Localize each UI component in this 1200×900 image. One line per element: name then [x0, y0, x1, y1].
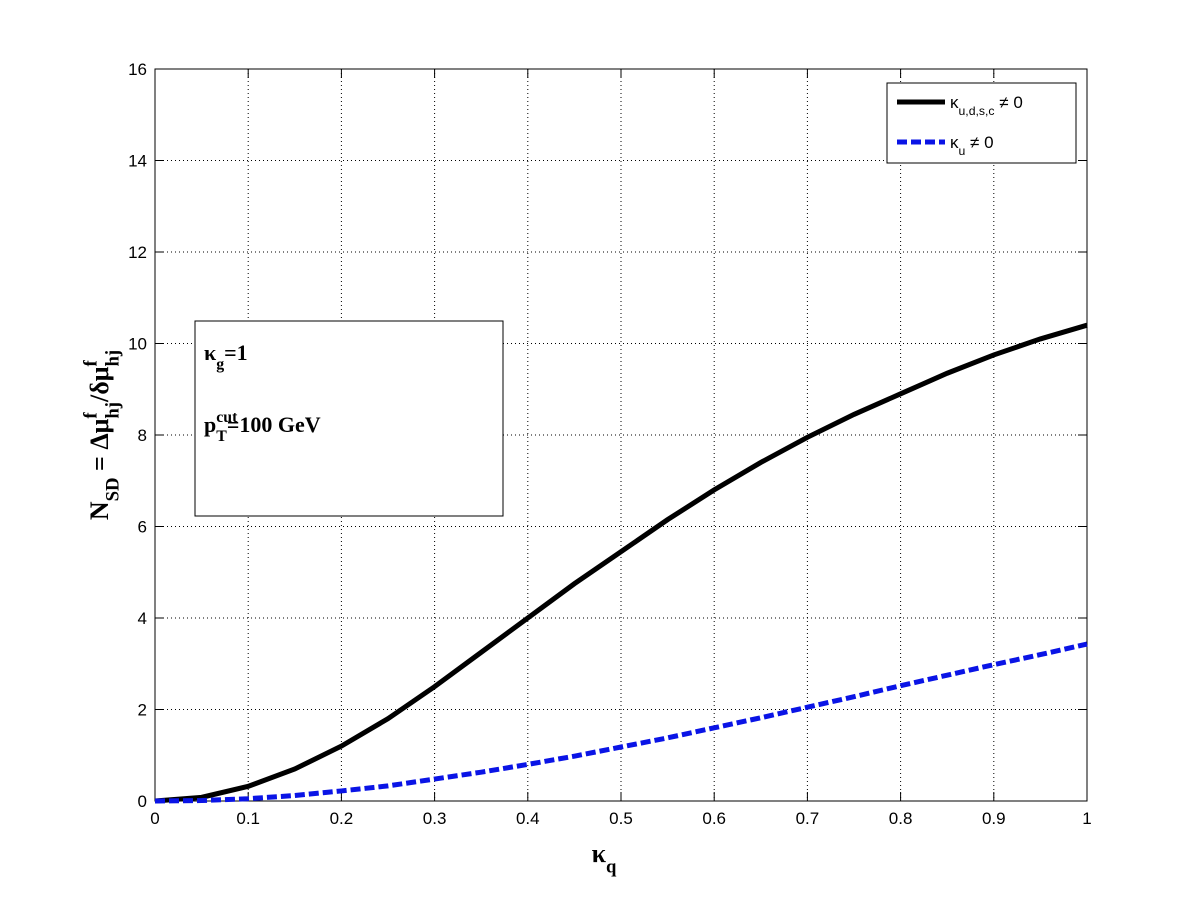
y-tick-label: 0 — [138, 792, 147, 811]
legend-label: κu ≠ 0 — [950, 133, 994, 158]
y-tick-label: 14 — [128, 152, 147, 171]
text-part: ≠ 0 — [965, 133, 993, 152]
annotation: pcut T=100 GeV — [204, 409, 321, 445]
axes-box — [154, 68, 1088, 802]
text-part: hj — [102, 350, 123, 367]
text-part: u — [959, 144, 966, 158]
text-part: q — [606, 856, 617, 877]
text-part: cut — [216, 409, 238, 426]
series-line — [154, 322, 1088, 804]
annotation-box — [194, 320, 504, 517]
y-tick-label: 8 — [138, 426, 147, 445]
x-tick-label: 0 — [150, 809, 159, 828]
y-tick-label: 16 — [128, 60, 147, 79]
series-line — [154, 641, 1088, 804]
text-part: T — [216, 428, 227, 445]
y-tick-label: 6 — [138, 518, 147, 537]
y-tick-label: 4 — [138, 609, 147, 628]
y-tick-label: 10 — [128, 335, 147, 354]
y-tick-label: 2 — [138, 701, 147, 720]
text-part: g — [216, 356, 224, 373]
legend-label: κu,d,s,c ≠ 0 — [950, 93, 1023, 118]
text-part: =1 — [224, 340, 248, 365]
text-part: hj — [102, 402, 123, 419]
text-part: = Δμ — [85, 418, 114, 477]
x-axis-label: κq — [592, 839, 617, 877]
text-part: u,d,s,c — [959, 104, 995, 118]
text-part: κ — [950, 93, 959, 112]
x-tick-label: 0.4 — [516, 809, 540, 828]
text-part: κ — [950, 133, 959, 152]
text-part: f — [80, 412, 101, 419]
legend-box — [886, 82, 1077, 164]
text-part: p — [204, 412, 216, 437]
text-part: =100 GeV — [227, 412, 321, 437]
y-tick-label: 12 — [128, 243, 147, 262]
text-part: f — [80, 359, 101, 366]
x-tick-label: 0.5 — [609, 809, 633, 828]
x-tick-label: 0.6 — [702, 809, 726, 828]
x-tick-label: 0.2 — [330, 809, 354, 828]
x-tick-label: 0.8 — [889, 809, 913, 828]
text-part: /δμ — [85, 366, 114, 403]
x-tick-label: 0.3 — [423, 809, 447, 828]
text-part: κ — [204, 340, 217, 365]
text-part: ≠ 0 — [995, 93, 1023, 112]
text-part: κ — [592, 839, 607, 868]
y-axis-label: NSD = Δμfhj/δμfhj — [80, 350, 123, 520]
text-part: SD — [102, 477, 123, 501]
x-tick-label: 0.9 — [982, 809, 1006, 828]
text-part: N — [85, 501, 114, 520]
x-tick-label: 1 — [1082, 809, 1091, 828]
x-tick-label: 0.7 — [796, 809, 820, 828]
x-tick-label: 0.1 — [236, 809, 260, 828]
annotation: κg=1 — [204, 340, 248, 373]
